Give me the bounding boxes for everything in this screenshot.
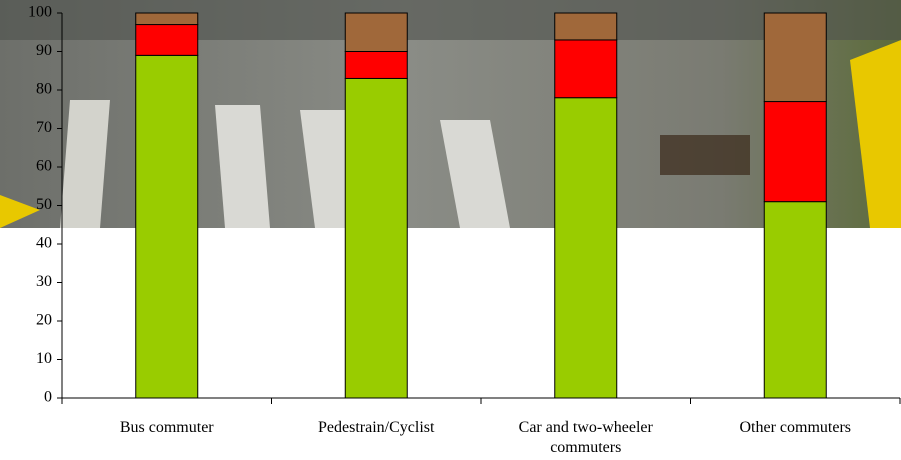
x-label-box: Car and two-wheeler commuters bbox=[518, 419, 653, 456]
bar-segment bbox=[135, 24, 199, 56]
y-tick-label: 60 bbox=[36, 158, 52, 175]
bar-segment bbox=[763, 12, 827, 103]
x-label-box: Bus commuter bbox=[119, 419, 214, 436]
x-tick-label: Pedestrain/Cyclist bbox=[318, 419, 435, 436]
bar-segment bbox=[344, 51, 408, 79]
bar-segment bbox=[763, 101, 827, 203]
bar-segment bbox=[135, 54, 199, 399]
bar-segment bbox=[554, 39, 618, 99]
bar-segment bbox=[344, 12, 408, 52]
y-tick-label: 80 bbox=[36, 81, 52, 98]
x-label-box: Other commuters bbox=[739, 419, 852, 436]
y-tick-label: 50 bbox=[36, 196, 52, 213]
x-tick-label: Other commuters bbox=[739, 419, 852, 436]
y-tick-label: 30 bbox=[36, 273, 52, 290]
bar-segment bbox=[135, 12, 199, 26]
y-tick-label: 40 bbox=[36, 235, 52, 252]
y-tick-label: 10 bbox=[36, 350, 52, 367]
bar-segment bbox=[763, 201, 827, 399]
y-tick-label: 70 bbox=[36, 119, 52, 136]
bar-segment bbox=[554, 97, 618, 399]
y-tick-label: 0 bbox=[44, 389, 52, 406]
bar-segment bbox=[554, 12, 618, 41]
bar-segment bbox=[344, 77, 408, 399]
y-tick-label: 90 bbox=[36, 42, 52, 59]
y-tick-label: 20 bbox=[36, 312, 52, 329]
x-label-box: Pedestrain/Cyclist bbox=[318, 419, 435, 436]
x-tick-label: Car and two-wheeler commuters bbox=[518, 419, 653, 456]
x-tick-label: Bus commuter bbox=[119, 419, 214, 436]
y-tick-label: 100 bbox=[28, 4, 52, 21]
